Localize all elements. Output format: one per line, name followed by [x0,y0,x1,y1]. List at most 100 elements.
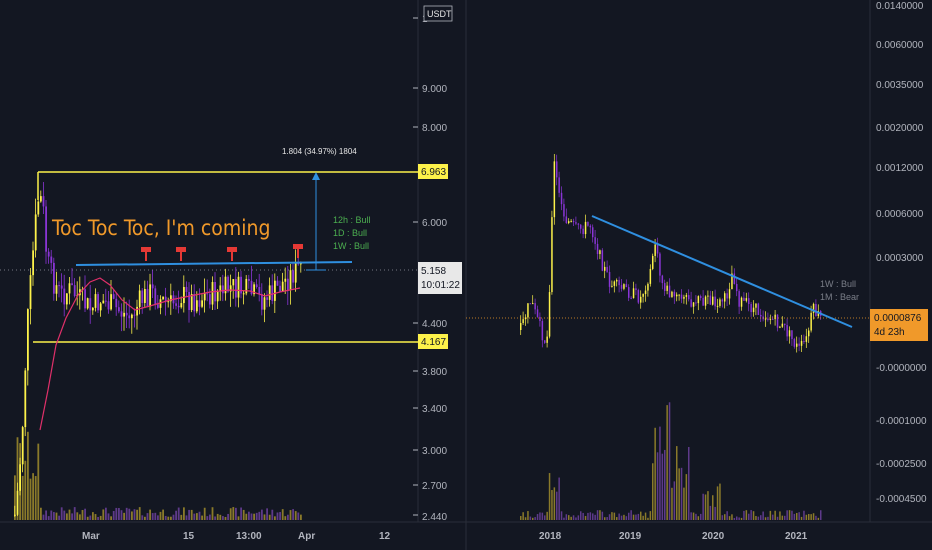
y-tick: 0.0140000 [876,1,924,12]
volume-bar [709,505,712,520]
volume-bar [209,514,211,520]
y-tick: 0.0003000 [876,253,924,264]
candle-body [110,294,112,310]
volume-bar [112,510,115,520]
candle-body [89,298,92,311]
candle-body [666,285,668,291]
volume-bar [177,507,180,520]
candle-body [211,282,214,305]
candle-body [572,220,575,223]
volume-bar [172,514,175,520]
y-tick: 0.0012000 [876,163,924,174]
x-tick: 15 [183,531,195,542]
candle-body [159,299,162,308]
candle-body [745,298,748,301]
volume-bar [661,453,664,520]
candle-body [769,318,772,320]
currency-badge[interactable] [423,5,453,22]
volume-bar [695,513,697,520]
volume-bar [623,514,625,520]
candle-body [702,297,704,306]
volume-bar [529,516,532,520]
volume-bar [560,511,563,520]
volume-bar [565,514,568,520]
candle-body [688,295,690,300]
candle-body [97,294,99,311]
volume-bar [654,427,656,520]
volume-bar [671,487,673,520]
volume-bar [716,486,719,520]
volume-bar [606,517,608,520]
candles-right [520,153,822,353]
candle-body [690,299,692,307]
x-tick: Apr [298,531,315,542]
candle-body [812,303,815,313]
candle-body [644,290,647,294]
volume-bar [635,514,637,520]
volume-bar [625,516,628,520]
candle-body [289,270,292,291]
candle-body [740,297,743,307]
timeframe-status: 1W : Bull [820,279,857,289]
candle-body [120,311,123,317]
volume-bar [791,510,793,520]
candle-body [580,224,582,229]
volume-bar [198,511,201,520]
volume-bar [570,516,572,520]
candle-body [750,304,752,313]
volume-bar [536,514,539,520]
volume-bar [125,507,128,520]
volume-bar [107,513,110,520]
candle-body [170,295,172,302]
volume-bar [604,517,606,520]
candle-body [707,295,709,297]
candle-body [757,303,760,315]
volume-bar [601,511,604,520]
candle-body [99,303,102,311]
candle-body [793,339,796,347]
moving-average-line [39,277,301,431]
candle-body [180,303,183,308]
volume-bar [784,515,786,520]
volume-bar [796,512,798,520]
volume-bar [292,509,294,520]
candle-body [673,291,676,297]
candle-body [630,297,632,299]
volume-bar [596,510,599,520]
candle-body [271,285,274,301]
volume-bar [664,449,666,520]
volume-bar [690,512,692,520]
volume-bar [115,507,118,520]
volume-bar [704,494,707,520]
volume-bar [743,510,745,520]
hammer-icon [176,247,186,261]
candle-body [810,312,812,331]
candle-body [604,266,606,271]
volume-bar [185,515,188,520]
candle-body [697,296,700,304]
volume-bar [297,512,300,520]
volume-bar [678,468,680,520]
volume-bar [66,513,68,520]
candle-body [815,303,817,317]
volume-bar [229,508,232,520]
volume-bar [284,516,287,520]
candle-body [731,273,733,290]
candle-body [248,278,250,281]
volume-bar [673,481,676,520]
candle-body [284,278,287,282]
candle-body [587,221,589,226]
candle-body [748,298,750,305]
candle-body [131,314,133,319]
candle-body [154,288,157,305]
volume-bar [666,405,668,520]
candle-body [196,300,198,312]
candle-body [294,262,297,283]
measure-arrow-head [312,172,320,180]
volume-bar [628,512,630,520]
volume-bar [162,509,164,520]
volume-bar [769,510,772,520]
volume-bar [287,514,289,520]
volume-bar [68,509,71,520]
